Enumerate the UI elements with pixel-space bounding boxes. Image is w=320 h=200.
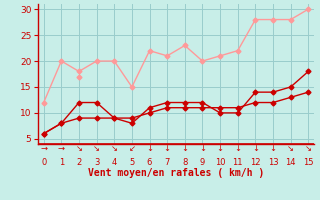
X-axis label: Vent moyen/en rafales ( km/h ): Vent moyen/en rafales ( km/h )	[88, 168, 264, 178]
Text: ↓: ↓	[252, 144, 259, 153]
Text: ↓: ↓	[181, 144, 188, 153]
Text: ↓: ↓	[146, 144, 153, 153]
Text: ↘: ↘	[287, 144, 294, 153]
Text: ↓: ↓	[217, 144, 224, 153]
Text: ↘: ↘	[76, 144, 83, 153]
Text: ↘: ↘	[93, 144, 100, 153]
Text: ↓: ↓	[269, 144, 276, 153]
Text: →: →	[58, 144, 65, 153]
Text: →: →	[40, 144, 47, 153]
Text: ↙: ↙	[128, 144, 135, 153]
Text: ↘: ↘	[111, 144, 118, 153]
Text: ↘: ↘	[305, 144, 312, 153]
Text: ↓: ↓	[234, 144, 241, 153]
Text: ↓: ↓	[199, 144, 206, 153]
Text: ↓: ↓	[164, 144, 171, 153]
